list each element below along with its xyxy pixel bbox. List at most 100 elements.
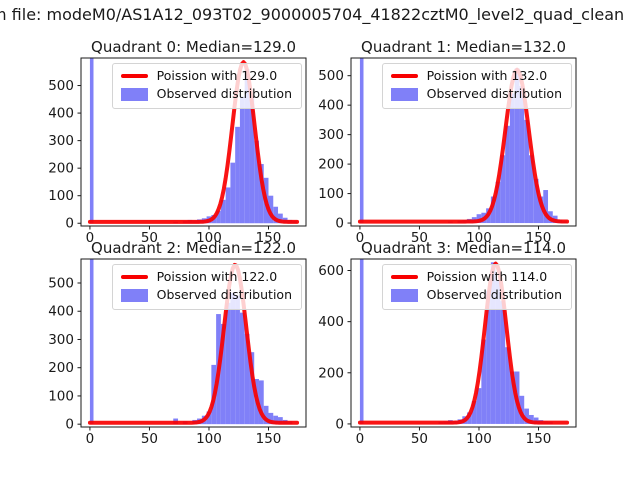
y-tick-label: 100 <box>318 186 344 202</box>
plot-area-q0: 0 50 100 150 0 100 200 300 400 500 <box>48 57 307 246</box>
legend-row-poisson: Poission with 122.0 <box>120 269 292 284</box>
legend-patch-label: Observed distribution <box>426 86 562 102</box>
poisson-curve-group <box>357 67 570 224</box>
y-tick-label: 0 <box>335 416 344 432</box>
legend-row-observed: Observed distribution <box>390 86 562 102</box>
x-tick-label: 0 <box>86 431 95 447</box>
histogram-bar <box>239 312 245 425</box>
y-tick-label: 500 <box>318 68 344 84</box>
observed-patch-swatch <box>390 289 418 303</box>
legend-row-observed: Observed distribution <box>120 287 292 303</box>
y-tick-label: 400 <box>48 106 74 122</box>
histogram-bar <box>230 162 236 224</box>
legend-patch-label: Observed distribution <box>156 86 292 102</box>
histogram-bar <box>258 164 264 224</box>
legend-q1: Poission with 132.0 Observed distribution <box>381 63 572 109</box>
histogram-bar <box>244 333 250 425</box>
legend-line-label: Poission with 132.0 <box>426 68 548 83</box>
histogram-bar <box>471 400 477 424</box>
y-tick-label: 200 <box>48 360 74 376</box>
histogram-bar <box>225 302 231 425</box>
histogram-bar <box>528 155 534 224</box>
histogram-bar <box>278 213 283 224</box>
plot-area-q1: 0 50 100 150 0 100 200 300 400 500 <box>318 57 577 246</box>
y-tick-label: 200 <box>318 157 344 173</box>
x-tick-label: 50 <box>141 431 158 447</box>
histogram-bar <box>235 295 240 425</box>
legend-line-label: Poission with 129.0 <box>156 68 278 83</box>
x-tick-label: 100 <box>466 230 492 246</box>
histogram-bar <box>249 352 255 425</box>
legend-row-observed: Observed distribution <box>120 86 292 102</box>
y-tick-label: 0 <box>65 417 74 433</box>
x-tick-label: 150 <box>526 431 552 447</box>
axes-frame <box>80 57 307 227</box>
plot-area-q2: 0 50 100 150 0 100 200 300 400 500 <box>48 258 307 447</box>
histogram-bar <box>528 414 534 424</box>
x-tick-label: 50 <box>141 230 158 246</box>
axes-frame <box>350 57 577 227</box>
histogram-bar <box>263 405 269 425</box>
histogram-bar <box>509 93 515 224</box>
histogram-bar <box>495 181 501 224</box>
y-tick-label: 300 <box>48 332 74 348</box>
histogram-bar <box>225 187 231 224</box>
histogram-bar <box>273 415 279 425</box>
observed-patch-swatch <box>390 88 418 102</box>
figure-suptitle: m file: modeM0/AS1A12_093T02_9000005704_… <box>0 5 625 24</box>
y-tick-label: 500 <box>48 78 74 94</box>
histogram-bar <box>273 206 279 224</box>
histogram-bar <box>524 408 529 424</box>
histogram-bar <box>486 290 491 424</box>
histogram-bar <box>500 155 506 224</box>
axes-frame <box>350 258 577 428</box>
histogram-bar <box>249 96 255 224</box>
y-tick-label: 100 <box>48 388 74 404</box>
histogram-bar <box>244 69 250 224</box>
histogram-bar <box>278 417 283 425</box>
zero-count-spike-bar <box>359 259 364 424</box>
y-tick-label: 300 <box>48 133 74 149</box>
y-tick-label: 400 <box>318 314 344 330</box>
observed-patch-swatch <box>120 88 148 102</box>
histogram-bar <box>490 262 496 424</box>
x-tick-label: 50 <box>411 431 428 447</box>
histogram-bar <box>254 140 259 224</box>
legend-row-poisson: Poission with 132.0 <box>390 68 562 83</box>
x-tick-label: 0 <box>356 431 365 447</box>
legend-patch-label: Observed distribution <box>156 287 292 303</box>
histogram-bar <box>514 68 520 224</box>
y-tick-label: 0 <box>335 216 344 232</box>
plot-area-q3: 0 50 100 150 0 200 400 600 <box>318 258 577 447</box>
y-tick-label: 400 <box>48 304 74 320</box>
histogram-bar <box>239 96 245 224</box>
x-tick-label: 100 <box>196 431 222 447</box>
x-tick-label: 150 <box>256 431 282 447</box>
histogram-bar <box>268 195 274 224</box>
legend-row-poisson: Poission with 114.0 <box>390 269 562 284</box>
histogram-bar <box>505 125 510 224</box>
histogram-bar <box>235 126 240 224</box>
histogram-bar <box>509 371 515 424</box>
y-tick-label: 300 <box>318 127 344 143</box>
histogram-bar <box>543 190 549 224</box>
histogram-bar <box>220 199 226 224</box>
x-tick-label: 0 <box>356 230 365 246</box>
poisson-curve <box>357 261 570 425</box>
histogram-bar <box>519 86 525 224</box>
histogram-bar <box>268 412 274 425</box>
histogram-bars <box>89 58 298 224</box>
histogram-bar <box>476 214 482 224</box>
histogram-bar <box>505 347 510 424</box>
histogram-bar <box>230 292 236 425</box>
subplot-title-q3: Quadrant 3: Median=114.0 <box>361 239 566 257</box>
y-tick-label: 400 <box>318 98 344 114</box>
legend-row-poisson: Poission with 129.0 <box>120 68 292 83</box>
subplot-title-q0: Quadrant 0: Median=129.0 <box>91 38 296 56</box>
y-tick-label: 600 <box>318 263 344 279</box>
poisson-curve <box>357 67 570 224</box>
poisson-curve <box>87 262 300 425</box>
poisson-line-swatch <box>390 74 418 79</box>
y-tick-label: 200 <box>318 365 344 381</box>
